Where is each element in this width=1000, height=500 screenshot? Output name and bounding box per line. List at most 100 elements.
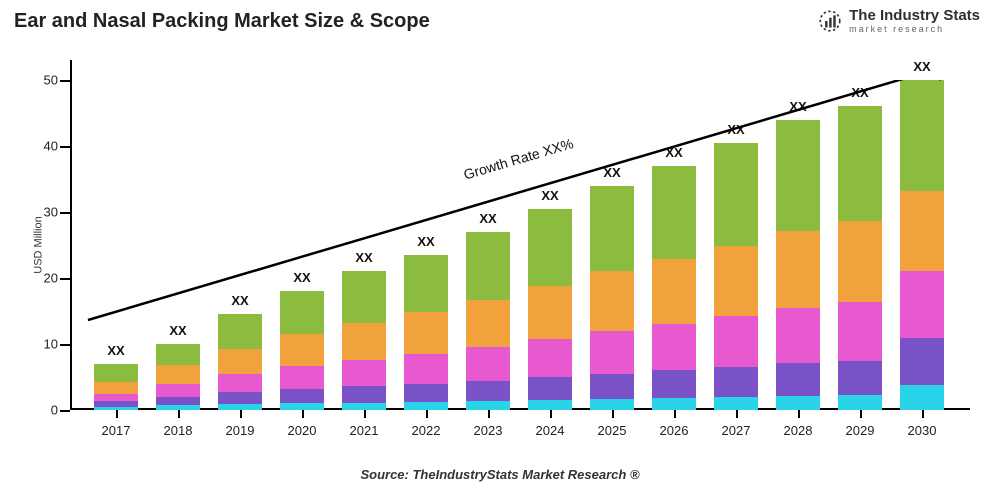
bar-segment [466,300,510,348]
bar: XX [466,232,510,410]
bar-segment [404,384,448,402]
bar-segment [652,398,696,410]
y-tick-label: 30 [30,205,58,220]
x-tick-label: 2023 [474,423,503,438]
bar-segment [590,271,634,330]
x-tick [426,410,428,418]
y-tick-label: 0 [30,403,58,418]
bar-segment [590,186,634,272]
bar: XX [590,186,634,410]
x-tick-label: 2028 [784,423,813,438]
bar-segment [652,166,696,259]
x-tick-label: 2029 [846,423,875,438]
bar-segment [280,366,324,389]
x-tick [550,410,552,418]
x-tick [302,410,304,418]
bar-value-label: XX [727,122,744,137]
x-tick [922,410,924,418]
bar-segment [652,324,696,370]
bar-segment [280,291,324,334]
bar-value-label: XX [665,145,682,160]
bar-segment [652,370,696,398]
bar-value-label: XX [355,250,372,265]
y-tick [60,146,70,148]
bar-value-label: XX [479,211,496,226]
bar-segment [528,209,572,286]
bar-segment [714,143,758,246]
y-tick-label: 20 [30,271,58,286]
bar-segment [776,363,820,396]
bar-segment [714,246,758,317]
bar-segment [156,397,200,406]
x-tick-label: 2022 [412,423,441,438]
brand-logo: The Industry Stats market research [817,8,980,34]
bar: XX [652,166,696,410]
bar-segment [776,120,820,232]
bar: XX [342,271,386,410]
logo-text: The Industry Stats [849,8,980,23]
bar: XX [218,314,262,410]
y-axis-title: USD Million [33,216,45,273]
y-tick-label: 50 [30,73,58,88]
bar-segment [404,354,448,384]
bar-segment [900,385,944,410]
bar-value-label: XX [231,293,248,308]
y-tick [60,410,70,412]
bar-segment [280,403,324,410]
x-tick-label: 2020 [288,423,317,438]
bar-segment [714,367,758,397]
x-tick [488,410,490,418]
gear-chart-icon [817,8,843,34]
x-tick-label: 2019 [226,423,255,438]
x-tick [860,410,862,418]
bar-segment [466,347,510,381]
bar-value-label: XX [169,323,186,338]
bar-segment [652,259,696,324]
x-tick [240,410,242,418]
bar-segment [590,331,634,374]
bar-segment [528,286,572,339]
x-tick-label: 2030 [908,423,937,438]
bar-segment [528,377,572,400]
source-caption: Source: TheIndustryStats Market Research… [0,467,1000,482]
bar-value-label: XX [107,343,124,358]
x-tick [178,410,180,418]
bar-segment [838,395,882,410]
y-tick [60,344,70,346]
bar: XX [900,80,944,410]
bar-segment [156,344,200,365]
bar-segment [342,271,386,322]
bar-value-label: XX [541,188,558,203]
bar-segment [404,402,448,410]
bar-segment [218,349,262,374]
x-tick-label: 2025 [598,423,627,438]
bar-segment [466,232,510,300]
bar-segment [342,386,386,403]
y-tick [60,278,70,280]
bar-segment [528,339,572,377]
bar-segment [94,382,138,394]
bar-value-label: XX [603,165,620,180]
bar-segment [94,394,138,402]
bar-segment [218,374,262,392]
y-tick [60,80,70,82]
x-tick-label: 2017 [102,423,131,438]
bar: XX [838,106,882,410]
bar-segment [900,80,944,191]
bar: XX [528,209,572,410]
bar-segment [528,400,572,410]
bar-segment [218,392,262,404]
bar-segment [714,397,758,410]
bar-segment [714,316,758,367]
bar: XX [280,291,324,410]
bar-segment [156,384,200,397]
y-tick [60,212,70,214]
bar-segment [900,271,944,338]
bar-segment [900,338,944,385]
bar-segment [838,221,882,302]
bar: XX [404,255,448,410]
bar-segment [466,401,510,410]
bar-segment [156,365,200,383]
bar-segment [590,399,634,410]
chart-area: USD Million XXXXXXXXXXXXXXXXXXXXXXXXXXXX… [70,80,970,410]
